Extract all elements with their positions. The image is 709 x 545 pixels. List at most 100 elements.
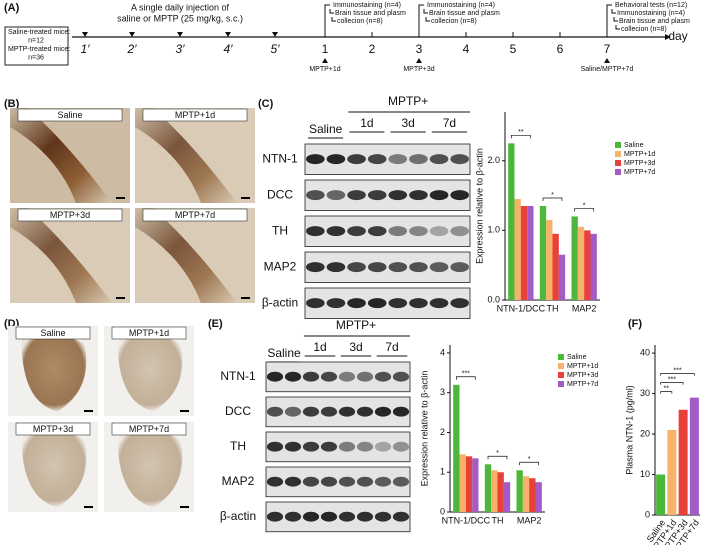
event-text: Brain tissue and plasm (335, 10, 406, 17)
y-tick-label: 2 (440, 427, 445, 437)
image-label: MPTP+7d (175, 210, 215, 220)
event-text: Immunostaining (n=4) (427, 2, 495, 9)
band (347, 298, 366, 309)
band (347, 154, 366, 165)
bar (678, 409, 688, 515)
band (302, 371, 320, 382)
protein-label: MAP2 (222, 474, 255, 488)
section (117, 429, 183, 508)
y-tick-label: 4 (440, 347, 445, 357)
band (392, 371, 410, 382)
group-box (4, 26, 69, 66)
protein-label: DCC (267, 187, 293, 201)
scale-bar (84, 410, 93, 412)
protein-label: TH (272, 223, 288, 237)
event-branch (613, 17, 618, 22)
day-label: 1 (322, 42, 329, 56)
band (266, 511, 284, 522)
day-label: 4′ (224, 42, 234, 56)
day-label: 3′ (176, 42, 186, 56)
sig-bracket (455, 376, 476, 380)
section (21, 333, 87, 412)
legend-swatch (558, 381, 564, 387)
event-text: Immunostaining (n=4) (617, 10, 685, 17)
band (450, 226, 469, 237)
image-label: MPTP+3d (50, 210, 90, 220)
sig-bracket (660, 373, 695, 376)
injection-arrow (225, 32, 231, 37)
sig-bracket (660, 382, 684, 385)
marker (604, 58, 610, 63)
bar (558, 254, 566, 300)
band (266, 371, 284, 382)
y-tick-label: 0 (440, 506, 445, 516)
y-tick-label: 0.0 (487, 294, 500, 304)
band (326, 226, 346, 237)
band (356, 371, 374, 382)
bar (508, 143, 515, 300)
legend-swatch (615, 160, 621, 166)
day-label: 5 (510, 42, 517, 56)
band (392, 511, 410, 522)
legend-label: MPTP+1d (567, 363, 598, 370)
event-text: collecion (n=8) (337, 18, 383, 25)
band (320, 511, 338, 522)
bar (484, 464, 492, 512)
band (388, 154, 408, 165)
bar (571, 216, 578, 300)
legend-label: MPTP+3d (567, 372, 598, 379)
band (302, 476, 320, 487)
bar (516, 470, 523, 512)
sig-label: * (583, 202, 586, 209)
legend-label: MPTP+1d (624, 151, 655, 158)
event-arrow (324, 4, 330, 33)
image-label: MPTP+1d (129, 328, 169, 338)
band (266, 406, 284, 417)
marker (416, 58, 422, 63)
event-branch (615, 25, 620, 30)
image-label-box (17, 108, 123, 122)
legend-label: MPTP+3d (624, 160, 655, 167)
band (356, 511, 374, 522)
band (302, 511, 320, 522)
lane-label: Saline (267, 346, 301, 360)
band (409, 262, 428, 273)
scale-bar (180, 506, 189, 508)
sig-bracket (574, 208, 595, 212)
sig-label: ** (664, 385, 670, 392)
event-arrow (418, 4, 424, 33)
stain (135, 108, 237, 203)
lane-label: 7d (385, 340, 398, 354)
day-label: 1′ (81, 42, 91, 56)
sig-bracket (519, 461, 540, 466)
band (392, 406, 410, 417)
band (302, 406, 320, 417)
x-tick-label: TH (492, 515, 504, 525)
image-label: MPTP+3d (33, 424, 73, 434)
band (392, 441, 410, 452)
group-label: MPTP+ (336, 318, 376, 332)
below-text: MPTP+3d (403, 66, 434, 73)
bar (552, 233, 559, 300)
event-text: Behavioral tests (n=12) (615, 2, 687, 9)
box-text: n=12 (28, 37, 44, 44)
panel-label: (F) (628, 318, 642, 330)
image-label-box (142, 208, 248, 222)
band (429, 190, 449, 201)
band (306, 298, 325, 309)
group-label: MPTP+ (388, 94, 428, 108)
band (388, 190, 408, 201)
band (356, 441, 374, 452)
bar (535, 482, 542, 512)
band (326, 298, 346, 309)
injection-arrow (129, 32, 135, 37)
band (284, 406, 302, 417)
header: A single daily injection of (131, 2, 230, 12)
band (367, 154, 387, 165)
y-tick-label: 30 (640, 388, 650, 398)
protein-label: NTN-1 (220, 369, 256, 383)
legend-swatch (558, 372, 564, 378)
image-label-box (111, 422, 187, 436)
x-tick-label: MAP2 (572, 303, 597, 313)
below-text: Saline/MPTP+7d (581, 66, 634, 73)
